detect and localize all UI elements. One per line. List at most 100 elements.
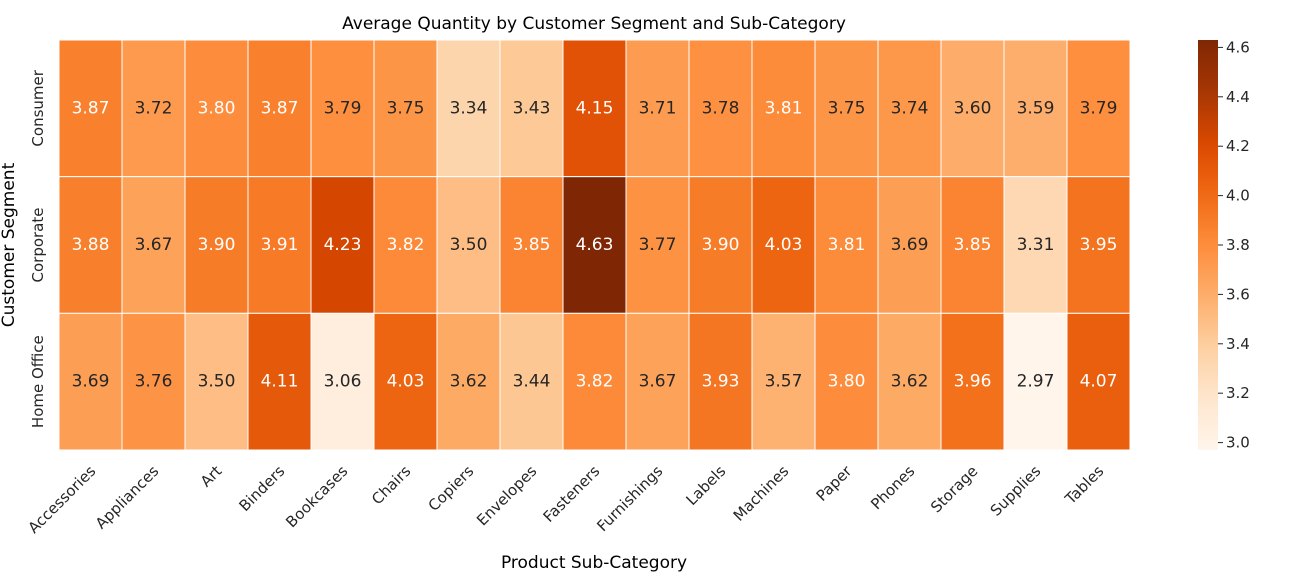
colorbar-tick-label: 4.0 [1226, 187, 1250, 205]
heatmap-cell [310, 176, 375, 314]
colorbar-tick-label: 3.0 [1226, 434, 1250, 452]
cell-value-label: 3.81 [765, 98, 803, 118]
cell-value-label: 3.67 [135, 235, 173, 255]
heatmap-cell [625, 39, 690, 178]
heatmap-cell [499, 176, 564, 314]
cell-value-label: 3.91 [261, 235, 299, 255]
cell-value-label: 3.43 [513, 98, 551, 118]
heatmap-cell [121, 39, 186, 178]
heatmap-cell [940, 312, 1005, 451]
heatmap-cell [373, 176, 438, 314]
x-tick-label: Paper [813, 462, 856, 505]
heatmap-cell [1066, 39, 1131, 178]
x-tick-label: Binders [236, 462, 289, 515]
colorbar-tick-label: 3.2 [1226, 384, 1250, 402]
y-tick-label: Corporate [29, 208, 47, 283]
x-tick-label: Storage [927, 462, 981, 516]
cell-value-label: 4.63 [576, 235, 614, 255]
heatmap-cell [814, 39, 879, 178]
y-tick-labels: Consumer Corporate Home Office [29, 69, 47, 428]
x-tick-label: Furnishings [593, 462, 666, 535]
cell-value-label: 3.80 [198, 98, 236, 118]
x-tick-label: Phones [867, 462, 918, 513]
heatmap-cell [58, 312, 123, 451]
cell-value-label: 3.75 [828, 98, 866, 118]
heatmap-cell [1003, 312, 1068, 451]
cell-value-label: 3.62 [891, 372, 929, 392]
heatmap-cell [751, 312, 816, 451]
cell-value-label: 3.75 [387, 98, 425, 118]
heatmap-cell [499, 312, 564, 451]
cell-value-label: 4.23 [324, 235, 362, 255]
heatmap-cell [373, 39, 438, 178]
cell-value-label: 3.87 [261, 98, 299, 118]
cell-value-label: 4.11 [261, 372, 299, 392]
heatmap-cell [499, 39, 564, 178]
x-tick-label: Appliances [92, 462, 163, 533]
cell-value-label: 4.03 [765, 235, 803, 255]
colorbar-tick-label: 4.2 [1226, 137, 1250, 155]
heatmap-cell [184, 176, 249, 314]
heatmap-cell [877, 39, 942, 178]
heatmap-cell [877, 176, 942, 314]
heatmap-cell [247, 312, 312, 451]
heatmap-cell [688, 312, 753, 451]
heatmap-cell [877, 312, 942, 451]
cell-value-label: 3.60 [954, 98, 992, 118]
x-axis-title: Product Sub-Category [501, 553, 687, 573]
x-tick-label: Art [197, 462, 226, 491]
heatmap-cell [184, 39, 249, 178]
cell-value-label: 3.93 [702, 372, 740, 392]
heatmap-cell [310, 312, 375, 451]
cell-value-label: 4.15 [576, 98, 614, 118]
heatmap-cell [625, 176, 690, 314]
heatmap-cell [247, 39, 312, 178]
cell-value-label: 3.90 [702, 235, 740, 255]
heatmap-cell [373, 312, 438, 451]
heatmap-cell [310, 39, 375, 178]
heatmap-cells: 3.87 3.72 3.80 3.87 3.79 3.75 3.34 3.43 4.15 3.71… [58, 39, 1131, 451]
heatmap-cell [58, 39, 123, 178]
cell-value-label: 3.57 [765, 372, 803, 392]
heatmap-cell [1003, 39, 1068, 178]
cell-value-label: 3.74 [891, 98, 929, 118]
cell-value-label: 3.79 [1080, 98, 1118, 118]
colorbar-tick-label: 4.4 [1226, 88, 1250, 106]
colorbar: 3.0 3.2 3.4 3.6 3.8 4.0 4.2 4.4 4.6 [1198, 38, 1250, 452]
heatmap-cell [1066, 312, 1131, 451]
x-tick-label: Supplies [987, 462, 1045, 520]
colorbar-gradient [1198, 40, 1218, 450]
colorbar-tick-label: 3.4 [1226, 335, 1250, 353]
cell-value-label: 2.97 [1017, 372, 1055, 392]
cell-value-label: 3.81 [828, 235, 866, 255]
cell-value-label: 3.31 [1017, 235, 1055, 255]
x-tick-label: Labels [682, 462, 729, 509]
x-tick-label: Machines [730, 462, 793, 525]
cell-value-label: 3.85 [513, 235, 551, 255]
cell-value-label: 3.78 [702, 98, 740, 118]
cell-value-label: 3.72 [135, 98, 173, 118]
heatmap-cell [184, 312, 249, 451]
cell-value-label: 3.85 [954, 235, 992, 255]
cell-value-label: 3.87 [72, 98, 110, 118]
cell-value-label: 3.62 [450, 372, 488, 392]
colorbar-tick-label: 3.6 [1226, 285, 1250, 303]
x-tick-label: Envelopes [473, 462, 540, 529]
y-axis-title: Customer Segment [0, 162, 19, 327]
chart-title: Average Quantity by Customer Segment and… [342, 14, 846, 34]
cell-value-label: 3.34 [450, 98, 488, 118]
cell-value-label: 3.95 [1080, 235, 1118, 255]
cell-value-label: 3.82 [576, 372, 614, 392]
x-tick-label: Bookcases [282, 462, 351, 531]
cell-value-label: 3.59 [1017, 98, 1055, 118]
cell-value-label: 3.76 [135, 372, 173, 392]
x-tick-label: Tables [1061, 462, 1108, 509]
heatmap-cell [751, 176, 816, 314]
heatmap-cell [436, 312, 501, 451]
y-tick-label: Consumer [29, 69, 47, 146]
heatmap-cell [688, 176, 753, 314]
cell-value-label: 3.06 [324, 372, 362, 392]
x-tick-label: Accessories [24, 462, 99, 537]
